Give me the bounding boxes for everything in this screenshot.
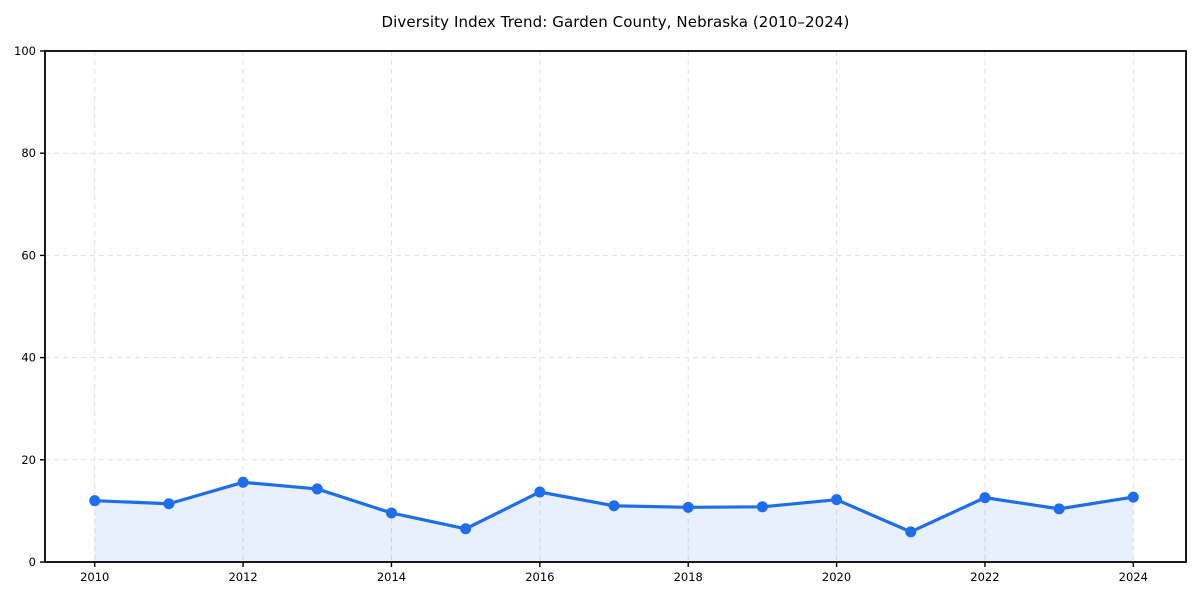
x-tick-label: 2020 [822, 570, 851, 584]
x-tick-label: 2014 [377, 570, 406, 584]
data-point-marker [385, 507, 397, 519]
x-tick-label: 2022 [970, 570, 999, 584]
data-point-marker [682, 501, 694, 513]
x-tick-label: 2018 [674, 570, 703, 584]
series-area-fill [94, 482, 1134, 562]
y-tick-label: 60 [21, 248, 36, 262]
data-point-marker [1127, 491, 1139, 503]
data-point-marker [831, 494, 843, 506]
data-point-marker [979, 492, 991, 504]
data-point-marker [905, 526, 917, 538]
data-point-marker [237, 476, 249, 488]
y-tick-label: 100 [14, 44, 36, 58]
x-tick-label: 2012 [228, 570, 257, 584]
x-tick-label: 2016 [525, 570, 554, 584]
y-tick-label: 20 [21, 453, 36, 467]
x-tick-label: 2010 [80, 570, 109, 584]
data-point-marker [608, 500, 620, 512]
data-point-marker [460, 523, 472, 535]
data-point-marker [311, 483, 323, 495]
data-point-marker [1053, 503, 1065, 515]
y-tick-label: 80 [21, 146, 36, 160]
data-point-marker [534, 486, 546, 498]
data-point-marker [163, 498, 175, 510]
x-tick-label: 2024 [1119, 570, 1148, 584]
axes-box [44, 50, 1187, 563]
data-point-marker [89, 495, 101, 507]
data-point-marker [756, 501, 768, 513]
y-tick-label: 0 [29, 555, 36, 569]
y-tick-label: 40 [21, 351, 36, 365]
chart-title: Diversity Index Trend: Garden County, Ne… [381, 13, 850, 31]
